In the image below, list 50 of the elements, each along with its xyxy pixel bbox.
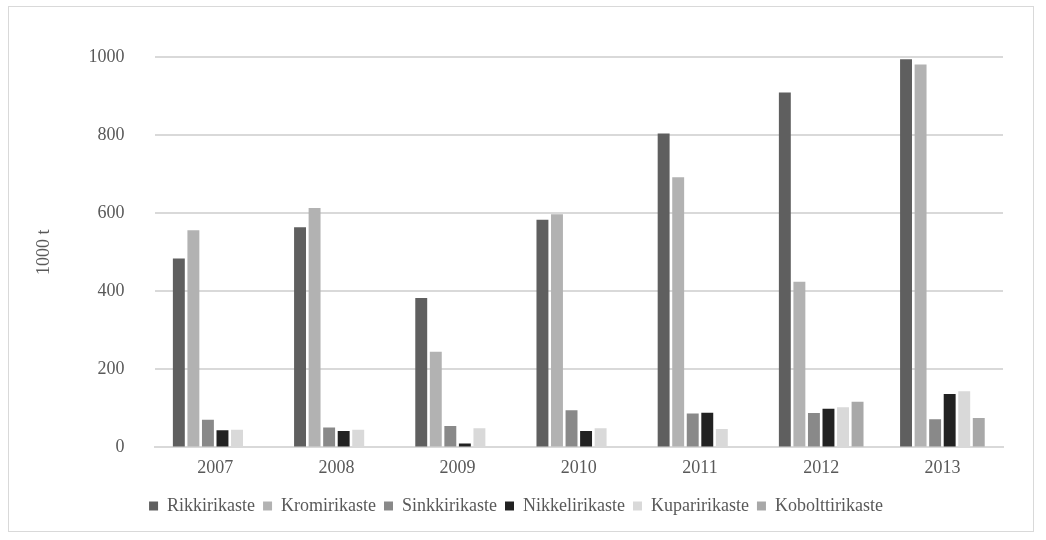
y-tick-label: 200: [97, 358, 125, 379]
bar: [657, 133, 670, 447]
bar: [793, 281, 806, 447]
x-tick-label: 2007: [197, 456, 234, 477]
legend-label: Nikkelirikaste: [523, 494, 625, 515]
x-tick-label: 2010: [560, 456, 597, 477]
y-tick-label: 0: [115, 436, 125, 457]
legend-label: Sinkkirikaste: [402, 494, 498, 515]
bar: [565, 410, 578, 447]
bar: [580, 431, 593, 447]
legend-label: Kromirikaste: [281, 494, 377, 515]
bar: [458, 443, 471, 447]
x-tick-label: 2008: [318, 456, 355, 477]
y-tick-label: 600: [97, 201, 125, 222]
bar: [807, 413, 820, 447]
y-tick-label: 400: [97, 279, 125, 300]
bar: [187, 230, 200, 447]
bar: [672, 177, 685, 447]
bar: [551, 214, 563, 447]
bar: [851, 401, 864, 447]
bar: [294, 227, 306, 447]
bar: [686, 413, 699, 447]
bar: [778, 92, 791, 447]
bar: [900, 59, 912, 447]
bar: [172, 258, 185, 447]
bar: [216, 430, 229, 447]
bar: [429, 351, 442, 447]
y-tick-label: 800: [97, 123, 125, 144]
bar: [914, 64, 927, 447]
legend-label: Kobolttirikaste: [774, 494, 883, 515]
bar: [822, 408, 835, 447]
bar: [323, 427, 336, 447]
x-tick-label: 2013: [924, 456, 961, 477]
bar: [943, 393, 956, 447]
bar: [337, 431, 350, 447]
bar: [972, 418, 985, 447]
bar: [536, 219, 549, 447]
y-axis-title: 1000 t: [32, 229, 53, 275]
legend-label: Rikkirikaste: [167, 494, 256, 515]
bar: [415, 297, 428, 447]
x-tick-label: 2012: [803, 456, 840, 477]
y-tick-label: 1000: [88, 45, 125, 66]
bar: [201, 419, 214, 447]
bar: [444, 425, 457, 447]
x-tick-label: 2011: [682, 456, 718, 477]
bar: [929, 419, 942, 447]
x-tick-label: 2009: [439, 456, 476, 477]
legend-label: Kuparirikaste: [650, 494, 749, 515]
bar: [701, 412, 714, 447]
bar: [308, 208, 321, 447]
